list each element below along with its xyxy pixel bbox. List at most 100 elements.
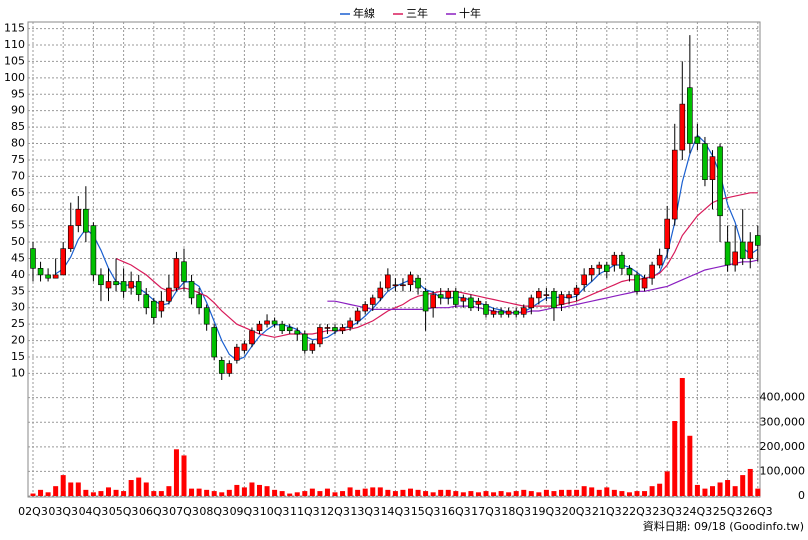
volume-bar <box>264 486 270 496</box>
y-tick-label: 10 <box>11 366 25 379</box>
candle-body <box>392 284 399 287</box>
candle-body <box>566 294 572 299</box>
legend-label: 十年 <box>459 6 481 20</box>
volume-bar <box>385 489 391 496</box>
volume-bar <box>211 491 217 496</box>
candle-body <box>60 248 67 276</box>
volume-bar <box>710 486 715 496</box>
source-note: 資料日期: 09/18 (Goodinfo.tw) <box>643 519 804 533</box>
candle-body <box>528 297 535 309</box>
volume-bar <box>483 491 489 496</box>
volume-bar <box>90 492 96 496</box>
volume-bar <box>664 471 670 496</box>
volume-bar <box>460 492 466 496</box>
volume-bar <box>324 488 330 496</box>
volume-bar <box>196 488 202 496</box>
candle-body <box>422 291 429 312</box>
candle-body <box>437 294 444 299</box>
candle-body <box>400 284 406 287</box>
y-tick-label: 75 <box>11 153 25 166</box>
y-tick-label: 200,000 <box>760 440 806 453</box>
candle-body <box>234 346 240 361</box>
y-tick-label: 300,000 <box>760 415 806 428</box>
candle-body <box>483 304 489 315</box>
volume-bar <box>362 488 368 496</box>
x-tick-label: 15Q3 <box>411 505 441 518</box>
volume-bar <box>634 491 640 496</box>
volume-bar <box>694 484 700 496</box>
ma-line <box>55 134 759 361</box>
x-tick-label: 18Q3 <box>501 505 531 518</box>
volume-bar <box>294 492 300 496</box>
candle-body <box>747 241 754 259</box>
volume-bar <box>649 486 655 496</box>
candle-body <box>143 294 150 309</box>
x-tick-label: 23Q3 <box>652 505 682 518</box>
candle-body <box>619 254 625 269</box>
candle-body <box>656 254 663 266</box>
x-tick-label: 12Q3 <box>320 505 350 518</box>
candle-body <box>679 103 686 151</box>
volume-bar <box>128 480 134 496</box>
x-tick-label: 26Q3 <box>743 505 773 518</box>
candle-body <box>611 254 618 266</box>
volume-bar <box>626 492 632 496</box>
volume-bar <box>513 491 519 496</box>
candle-body <box>354 310 361 322</box>
candle-body <box>588 268 595 276</box>
volume-bar <box>38 489 44 496</box>
y-tick-label: 45 <box>11 251 25 264</box>
candle-body <box>520 307 527 315</box>
volume-bar <box>589 487 595 496</box>
candle-body <box>188 281 195 299</box>
volume-bar <box>423 491 429 496</box>
volume-bar <box>158 491 164 496</box>
candle-body <box>445 291 452 299</box>
volume-bar <box>491 492 497 496</box>
volume-bar <box>679 378 685 496</box>
volume-bar <box>279 491 285 496</box>
candle-body <box>332 327 338 332</box>
candle-body <box>385 274 391 289</box>
volume-bar <box>204 489 210 496</box>
candle-body <box>52 274 59 279</box>
x-tick-label: 14Q3 <box>381 505 411 518</box>
volume-bar <box>340 491 346 496</box>
candle-body <box>324 327 331 329</box>
volume-bar <box>672 421 678 496</box>
candle-body <box>475 300 482 305</box>
volume-bar <box>317 491 323 496</box>
volume-bar <box>121 491 127 496</box>
candle-body <box>724 241 731 266</box>
candle-body <box>687 87 693 144</box>
candle-body <box>339 327 346 332</box>
candle-body <box>211 327 217 358</box>
volume-bar <box>392 491 398 496</box>
y-tick-label: 110 <box>4 38 25 51</box>
x-tick-label: 22Q3 <box>622 505 652 518</box>
volume-bar <box>151 491 157 496</box>
x-tick-label: 20Q3 <box>562 505 592 518</box>
volume-bar <box>98 491 104 496</box>
candle-body <box>173 258 180 289</box>
volume-bar <box>370 487 376 496</box>
volume-bar <box>272 489 278 496</box>
candle-body <box>641 277 648 289</box>
candle-body <box>83 208 89 233</box>
volume-bar <box>732 486 738 496</box>
candle-body <box>37 268 44 276</box>
candle-body <box>45 274 51 279</box>
candle-body <box>430 294 436 309</box>
candle-body <box>98 274 104 286</box>
volume-bar <box>355 489 361 496</box>
candle-body <box>90 225 97 276</box>
volume-bar <box>581 486 587 496</box>
candle-body <box>717 146 723 217</box>
candle-body <box>543 294 550 296</box>
x-tick-label: 09Q3 <box>230 505 260 518</box>
volume-bar <box>113 489 119 496</box>
candle-body <box>377 287 384 299</box>
volume-bar <box>551 491 557 496</box>
y-tick-label: 95 <box>11 87 25 100</box>
volume-bar <box>219 492 225 496</box>
